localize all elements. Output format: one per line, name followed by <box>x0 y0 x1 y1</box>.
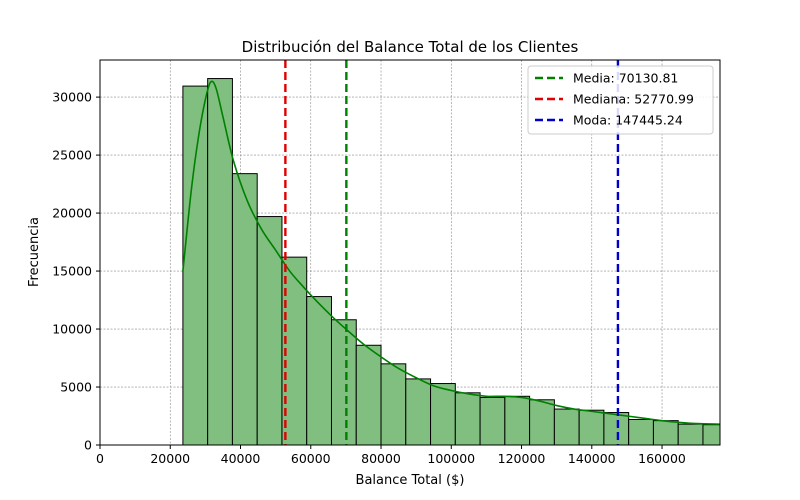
histogram-bar <box>306 296 332 445</box>
histogram-bar <box>504 395 531 445</box>
x-axis-ticks: 0 20000 40000 60000 80000 100000 120000 140000 1… <box>96 445 686 466</box>
legend-mean-label: Media: 70130.81 <box>573 71 678 86</box>
x-tick-label: 100000 <box>427 451 475 466</box>
x-tick-label: 20000 <box>150 451 190 466</box>
histogram-bar <box>529 399 555 445</box>
histogram-bar <box>702 424 720 445</box>
y-axis-ticks: 0 5000 10000 15000 20000 25000 30000 <box>52 90 100 453</box>
legend-box <box>527 65 714 135</box>
histogram-bar <box>380 363 407 445</box>
histogram-bar <box>355 344 382 445</box>
histogram-bar <box>553 408 580 445</box>
histogram-bar <box>182 85 209 445</box>
x-tick-label: 60000 <box>291 451 331 466</box>
histogram-bar <box>454 392 481 445</box>
x-tick-label: 140000 <box>568 451 616 466</box>
histogram-bar <box>330 319 357 445</box>
y-axis-label: Frecuencia <box>27 217 42 287</box>
kde-curve <box>182 80 720 425</box>
y-tick-label: 0 <box>84 438 92 453</box>
x-tick-label: 160000 <box>638 451 686 466</box>
y-tick-label: 5000 <box>60 380 92 395</box>
x-tick-label: 120000 <box>498 451 546 466</box>
histogram-bar <box>603 412 630 445</box>
x-tick-label: 80000 <box>361 451 401 466</box>
y-tick-label: 20000 <box>52 206 92 221</box>
x-tick-label: 0 <box>96 451 104 466</box>
plot-frame <box>99 59 721 446</box>
legend: Media: 70130.81 Mediana: 52770.99 Moda: 14… <box>527 65 714 135</box>
y-tick-label: 10000 <box>52 322 92 337</box>
legend-mode-label: Moda: 147445.24 <box>573 113 683 128</box>
histogram-bar <box>256 216 283 445</box>
y-tick-label: 30000 <box>52 90 92 105</box>
x-axis-label: Balance Total ($) <box>356 473 465 488</box>
histogram-bar <box>677 423 704 445</box>
histogram-bar <box>405 378 432 445</box>
y-tick-label: 15000 <box>52 264 92 279</box>
legend-median-label: Mediana: 52770.99 <box>573 92 694 107</box>
histogram-bar <box>430 383 456 445</box>
histogram-bars <box>182 78 720 445</box>
kde-curve-group <box>182 80 720 425</box>
histogram-bar <box>231 173 258 445</box>
chart-title: Distribución del Balance Total de los Cl… <box>242 38 579 56</box>
histogram-bar <box>628 418 654 445</box>
histogram-bar <box>578 409 605 445</box>
histogram-bar <box>652 420 679 445</box>
x-tick-label: 40000 <box>221 451 261 466</box>
y-tick-label: 25000 <box>52 148 92 163</box>
histogram-bar <box>479 396 506 445</box>
histogram-bar <box>207 78 233 445</box>
